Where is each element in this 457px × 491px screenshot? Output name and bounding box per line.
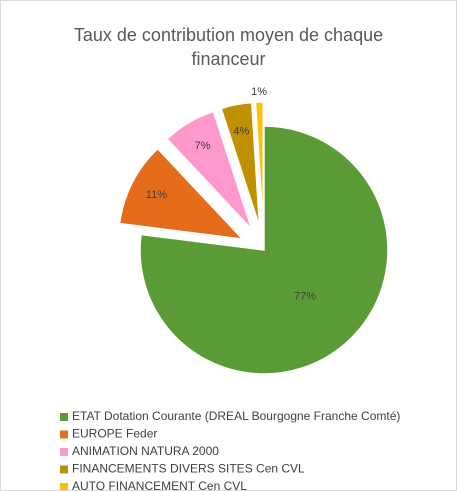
legend-label: ETAT Dotation Courante (DREAL Bourgogne … [72,409,400,423]
pie-slice [165,110,253,230]
legend-marker [60,465,68,474]
pie-slice [254,101,264,227]
legend-marker [60,430,68,439]
data-label: 7% [195,140,211,152]
pie-slice [139,125,389,375]
pie-slice [118,147,245,241]
data-label: 11% [146,189,167,201]
data-label: 77% [294,290,316,302]
data-label: 1% [251,86,267,98]
legend-marker [60,448,68,456]
legend-marker [60,483,68,490]
pie-slice [220,101,261,227]
legend-label: ANIMATION NATURA 2000 [72,444,219,458]
data-label: 4% [233,125,249,137]
legend-label: EUROPE Feder [72,427,157,441]
legend-label: AUTO FINANCEMENT Cen CVL [72,479,247,490]
chart-title: Taux de contribution moyen de chaque fin… [73,25,384,69]
legend-marker [60,413,68,421]
legend-label: FINANCEMENTS DIVERS SITES Cen CVL [72,462,305,476]
